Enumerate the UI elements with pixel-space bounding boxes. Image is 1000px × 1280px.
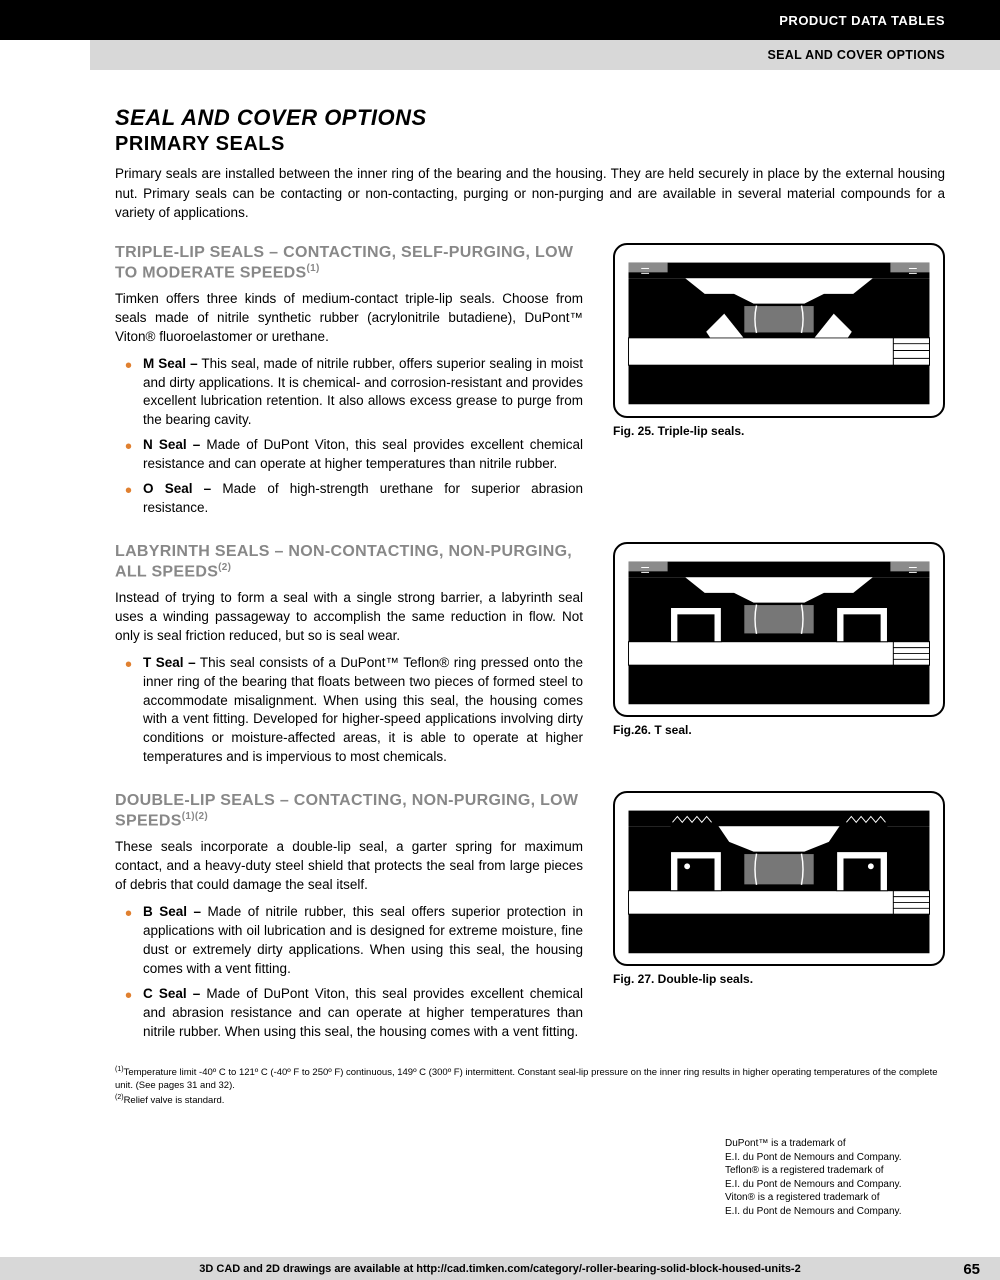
list-item: C Seal – Made of DuPont Viton, this seal… [115, 985, 583, 1042]
list-item: O Seal – Made of high-strength urethane … [115, 480, 583, 518]
double-lip-bullets: B Seal – Made of nitrile rubber, this se… [115, 903, 583, 1041]
section-labyrinth: LABYRINTH SEALS – NON-CONTACTING, NON-PU… [115, 542, 945, 773]
list-item: B Seal – Made of nitrile rubber, this se… [115, 903, 583, 979]
main-title: SEAL AND COVER OPTIONS [115, 105, 945, 131]
triple-lip-body: Timken offers three kinds of medium-cont… [115, 290, 583, 347]
figure-26 [613, 542, 945, 717]
double-lip-diagram [615, 793, 943, 964]
figure-25 [613, 243, 945, 418]
double-lip-heading: DOUBLE-LIP SEALS – CONTACTING, NON-PURGI… [115, 791, 583, 831]
double-lip-body: These seals incorporate a double-lip sea… [115, 838, 583, 895]
triple-lip-bullets: M Seal – This seal, made of nitrile rubb… [115, 355, 583, 518]
figure-27 [613, 791, 945, 966]
figure-26-caption: Fig.26. T seal. [613, 723, 945, 737]
triple-lip-heading: TRIPLE-LIP SEALS – CONTACTING, SELF-PURG… [115, 243, 583, 283]
intro-paragraph: Primary seals are installed between the … [115, 164, 945, 223]
labyrinth-body: Instead of trying to form a seal with a … [115, 589, 583, 646]
subtitle: PRIMARY SEALS [115, 133, 945, 156]
section-triple-lip: TRIPLE-LIP SEALS – CONTACTING, SELF-PURG… [115, 243, 945, 524]
header-gray-text: SEAL AND COVER OPTIONS [768, 48, 945, 62]
figure-25-caption: Fig. 25. Triple-lip seals. [613, 424, 945, 438]
section-double-lip: DOUBLE-LIP SEALS – CONTACTING, NON-PURGI… [115, 791, 945, 1047]
triple-lip-diagram [615, 245, 943, 416]
trademark-notice: DuPont™ is a trademark of E.I. du Pont d… [725, 1137, 945, 1218]
list-item: T Seal – This seal consists of a DuPont™… [115, 654, 583, 767]
footer-bar: 3D CAD and 2D drawings are available at … [0, 1257, 1000, 1280]
header-black-banner: PRODUCT DATA TABLES [0, 0, 1000, 40]
t-seal-diagram [615, 544, 943, 715]
page-number: 65 [963, 1261, 980, 1278]
list-item: N Seal – Made of DuPont Viton, this seal… [115, 436, 583, 474]
footnotes: (1)Temperature limit -40º C to 121º C (-… [115, 1065, 945, 1108]
footer-text: 3D CAD and 2D drawings are available at … [199, 1263, 800, 1275]
figure-27-caption: Fig. 27. Double-lip seals. [613, 972, 945, 986]
header-black-text: PRODUCT DATA TABLES [779, 13, 945, 28]
header-gray-banner: SEAL AND COVER OPTIONS [90, 40, 1000, 70]
labyrinth-bullets: T Seal – This seal consists of a DuPont™… [115, 654, 583, 767]
list-item: M Seal – This seal, made of nitrile rubb… [115, 355, 583, 431]
labyrinth-heading: LABYRINTH SEALS – NON-CONTACTING, NON-PU… [115, 542, 583, 582]
page-content: SEAL AND COVER OPTIONS PRIMARY SEALS Pri… [0, 70, 1000, 1108]
